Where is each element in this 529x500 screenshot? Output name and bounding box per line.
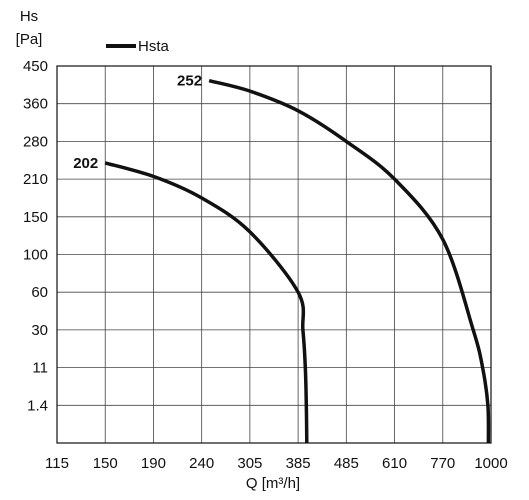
y-axis-title-line1: Hs [20, 8, 38, 25]
series: 202 252 [73, 73, 491, 444]
series-label-252: 252 [177, 73, 202, 90]
y-tick-label: 11 [32, 360, 48, 377]
x-axis-title: Q [m³/h] [246, 475, 300, 492]
x-tick-label: 485 [334, 455, 359, 472]
y-tick-label: 360 [23, 96, 48, 113]
grid [57, 66, 491, 443]
y-tick-label: 30 [31, 322, 48, 339]
y-tick-label: 150 [23, 209, 48, 226]
series-line-202 [104, 161, 309, 444]
x-tick-label: 770 [430, 455, 455, 472]
y-tick-label: 210 [23, 171, 48, 188]
y-tick-label: 450 [23, 58, 48, 75]
x-tick-label: 385 [286, 455, 311, 472]
y-tick-label: 100 [23, 247, 48, 264]
series-label-202: 202 [73, 155, 98, 172]
series-line-252 [208, 79, 491, 444]
x-tick-label: 240 [189, 455, 214, 472]
legend-label: Hsta [138, 38, 170, 55]
x-tick-label: 115 [45, 455, 69, 472]
x-tick-label: 610 [382, 455, 407, 472]
y-axis-title-line2: [Pa] [16, 31, 43, 48]
x-tick-label: 305 [237, 455, 262, 472]
y-tick-label: 280 [23, 133, 48, 150]
x-tick-label: 190 [141, 455, 166, 472]
y-tick-label: 60 [31, 284, 48, 301]
plot-frame [56, 65, 492, 444]
x-tick-label: 150 [93, 455, 118, 472]
y-tick-label: 1.4 [27, 397, 48, 414]
tick-labels: 115 150 190 240 305 385 485 610 770 1000 450 360 280… [23, 58, 508, 472]
x-tick-label: 1000 [474, 455, 507, 472]
